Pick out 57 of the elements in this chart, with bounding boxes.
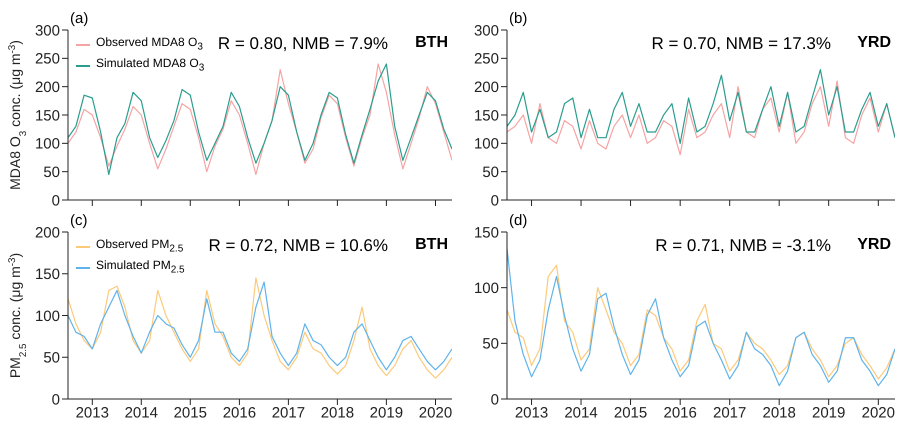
x-tick-label: 2016 xyxy=(222,404,256,422)
chart-title: (c) xyxy=(70,212,88,229)
y-tick-label: 100 xyxy=(34,136,60,153)
x-tick-label: 2017 xyxy=(272,404,306,422)
x-tick-label: 2014 xyxy=(124,404,158,422)
chart-title: (d) xyxy=(509,212,528,229)
x-tick-label: 2013 xyxy=(76,404,109,422)
y-tick-label: 0 xyxy=(52,192,60,210)
y-tick-label: 50 xyxy=(43,350,60,367)
y-tick-label: 250 xyxy=(474,50,499,68)
y-tick-label: 200 xyxy=(34,78,60,96)
y-tick-label: 300 xyxy=(34,22,60,40)
y-tick-label: 0 xyxy=(52,391,60,408)
x-tick-label: 2016 xyxy=(663,404,697,422)
y-tick-label: 100 xyxy=(474,136,499,153)
y-tick-label: 150 xyxy=(34,107,60,124)
legend-label: Observed PM$_{2.5}$ xyxy=(96,236,184,256)
y-tick-label: 50 xyxy=(43,164,60,181)
y-tick-label: 150 xyxy=(34,266,60,284)
y-tick-label: 200 xyxy=(34,224,60,242)
y-tick-label: 0 xyxy=(490,192,499,210)
x-tick-label: 2019 xyxy=(812,404,846,422)
x-tick-label: 2015 xyxy=(174,404,207,422)
x-tick-label: 2020 xyxy=(862,404,896,422)
legend-label: Observed MDA8 O$_{3}$ xyxy=(96,34,203,54)
line-series xyxy=(507,264,895,380)
line-series xyxy=(507,69,895,144)
annotation: R = 0.71, NMB = -3.1% xyxy=(655,236,831,256)
x-tick-label: 2018 xyxy=(762,404,796,422)
y-tick-label: 50 xyxy=(482,164,499,181)
chart-title: (a) xyxy=(70,10,88,27)
y-tick-label: 150 xyxy=(474,107,499,124)
annotation: R = 0.80, NMB = 7.9% xyxy=(218,34,388,54)
legend-label: Simulated MDA8 O$_{3}$ xyxy=(96,55,204,76)
x-tick-label: 2015 xyxy=(614,404,648,422)
x-tick-label: 2019 xyxy=(370,404,404,422)
chart-title: (b) xyxy=(509,10,528,27)
y-tick-label: 200 xyxy=(474,78,499,96)
y-tick-label: 300 xyxy=(474,22,499,40)
annotation: R = 0.70, NMB = 17.3% xyxy=(651,34,831,54)
y-tick-label: 50 xyxy=(482,336,499,353)
y-tick-label: 100 xyxy=(474,280,499,297)
annotation: YRD xyxy=(857,34,891,52)
x-tick-label: 2018 xyxy=(320,404,354,422)
annotation: YRD xyxy=(857,236,891,254)
y-tick-label: 150 xyxy=(474,224,499,242)
annotation: BTH xyxy=(415,236,448,254)
x-tick-label: 2020 xyxy=(418,404,452,422)
x-tick-label: 2013 xyxy=(514,404,548,422)
y-tick-label: 250 xyxy=(34,50,60,68)
annotation: R = 0.72, NMB = 10.6% xyxy=(208,236,388,256)
y-tick-label: 100 xyxy=(34,308,60,325)
annotation: BTH xyxy=(415,34,448,52)
x-tick-label: 2017 xyxy=(712,404,746,422)
x-tick-label: 2014 xyxy=(564,404,598,422)
legend-label: Simulated PM$_{2.5}$ xyxy=(96,257,185,278)
y-tick-label: 0 xyxy=(490,391,499,408)
